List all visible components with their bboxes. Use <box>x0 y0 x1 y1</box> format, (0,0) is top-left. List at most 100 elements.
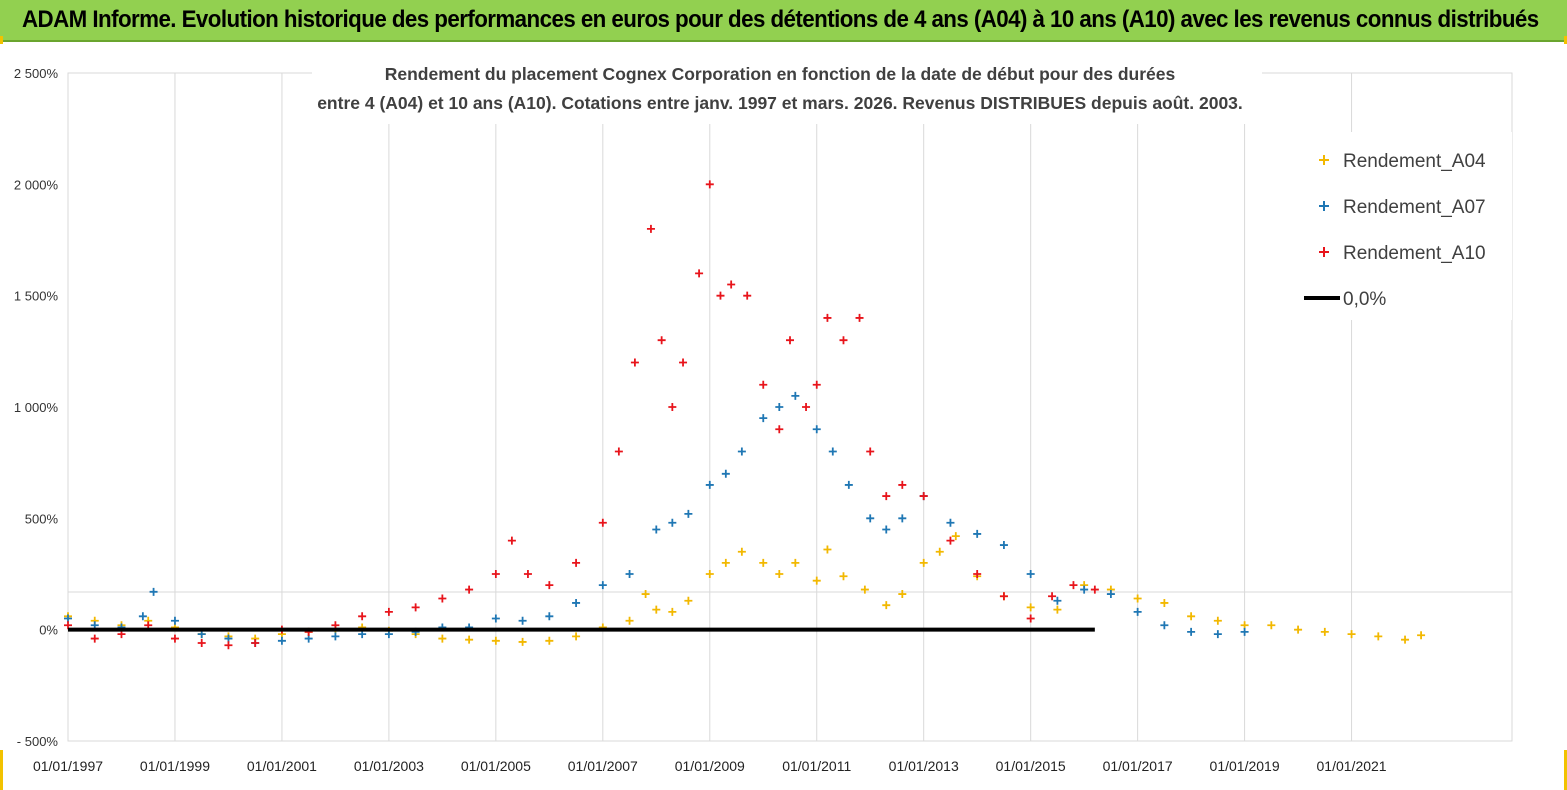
corner-mark-bottom-left <box>0 750 13 790</box>
y-tick-label: 500% <box>25 511 59 526</box>
y-tick-label: 2 500% <box>14 66 59 81</box>
data-point <box>1048 592 1057 601</box>
data-point <box>545 581 554 590</box>
x-tick-label: 01/01/2017 <box>1103 758 1173 774</box>
x-axis-ticks: 01/01/1997 01/01/1999 01/01/2001 01/01/2003… <box>33 758 1387 774</box>
data-point <box>1187 627 1196 636</box>
x-tick-label: 01/01/1997 <box>33 758 103 774</box>
data-point <box>721 469 730 478</box>
data-point <box>652 605 661 614</box>
banner: ADAM Informe. Evolution historique des p… <box>0 0 1567 42</box>
data-point <box>844 480 853 489</box>
data-point <box>170 634 179 643</box>
data-point <box>1213 630 1222 639</box>
y-tick-label: - 500% <box>17 734 59 749</box>
data-point <box>684 509 693 518</box>
corner-mark-bottom-right <box>1554 750 1567 790</box>
data-point <box>882 492 891 501</box>
data-point <box>791 558 800 567</box>
chart-title-background <box>312 52 1262 124</box>
data-point <box>946 518 955 527</box>
data-point <box>737 447 746 456</box>
data-point <box>721 558 730 567</box>
data-point <box>1240 627 1249 636</box>
corner-mark-top-left <box>0 36 13 44</box>
data-point <box>641 590 650 599</box>
data-point <box>1160 621 1169 630</box>
data-point <box>491 614 500 623</box>
data-point <box>149 587 158 596</box>
chart-title-line-2: entre 4 (A04) et 10 ans (A10). Cotations… <box>317 93 1243 113</box>
data-point <box>625 570 634 578</box>
data-point <box>1320 627 1329 636</box>
data-point <box>598 518 607 527</box>
x-tick-label: 01/01/2015 <box>996 758 1066 774</box>
data-point <box>705 570 714 578</box>
data-point <box>545 612 554 621</box>
series-rendement-a10 <box>64 180 1099 650</box>
x-tick-label: 01/01/2007 <box>568 758 638 774</box>
data-point <box>727 280 736 289</box>
data-point <box>823 545 832 554</box>
data-point <box>1080 585 1089 594</box>
data-point <box>465 585 474 594</box>
data-point <box>224 641 233 650</box>
data-point <box>630 358 639 367</box>
data-point <box>224 634 233 643</box>
data-point <box>679 358 688 367</box>
data-point <box>491 636 500 645</box>
data-point <box>946 536 955 545</box>
y-axis-ticks: 2 500% 2 000% 1 500% 1 000% 500% 0% - 500% <box>14 66 59 749</box>
corner-mark-top-right <box>1554 36 1567 44</box>
data-point <box>898 590 907 599</box>
legend-background <box>1280 132 1512 320</box>
data-point <box>737 547 746 556</box>
data-point <box>625 616 634 625</box>
data-point <box>839 336 848 345</box>
data-point <box>919 492 928 501</box>
legend-swatch <box>1319 201 1329 211</box>
data-point <box>1133 594 1142 603</box>
data-point <box>572 632 581 641</box>
legend: Rendement_A04 Rendement_A07 Rendement_A10 0… <box>1280 132 1512 320</box>
data-point <box>1053 596 1062 605</box>
legend-swatch <box>1319 247 1329 257</box>
x-tick-label: 01/01/2005 <box>461 758 531 774</box>
data-point <box>1026 570 1035 578</box>
data-point <box>170 616 179 625</box>
data-point <box>684 596 693 605</box>
data-point <box>1026 614 1035 623</box>
data-point <box>802 403 811 411</box>
data-point <box>614 447 623 456</box>
data-point <box>791 391 800 400</box>
data-point <box>999 592 1008 601</box>
data-point <box>657 336 666 345</box>
data-point <box>775 570 784 578</box>
x-tick-label: 01/01/2001 <box>247 758 317 774</box>
data-point <box>358 612 367 621</box>
x-tick-label: 01/01/1999 <box>140 758 210 774</box>
data-point <box>545 636 554 645</box>
y-tick-label: 1 500% <box>14 289 59 304</box>
data-point <box>384 607 393 616</box>
data-point <box>882 525 891 534</box>
data-point <box>411 603 420 612</box>
data-point <box>668 518 677 527</box>
data-point <box>465 635 474 644</box>
data-point <box>1069 581 1078 590</box>
data-point <box>1347 630 1356 639</box>
data-point <box>491 570 500 578</box>
data-point <box>1160 598 1169 607</box>
data-point <box>1026 603 1035 612</box>
y-tick-label: 0% <box>39 623 58 638</box>
legend-label: Rendement_A07 <box>1343 197 1486 218</box>
data-point <box>775 403 784 411</box>
data-point <box>197 639 206 648</box>
data-point <box>1133 607 1142 616</box>
data-point <box>882 601 891 610</box>
data-point <box>860 585 869 594</box>
data-point <box>695 269 704 278</box>
data-point <box>1240 621 1249 630</box>
data-point <box>935 547 944 556</box>
